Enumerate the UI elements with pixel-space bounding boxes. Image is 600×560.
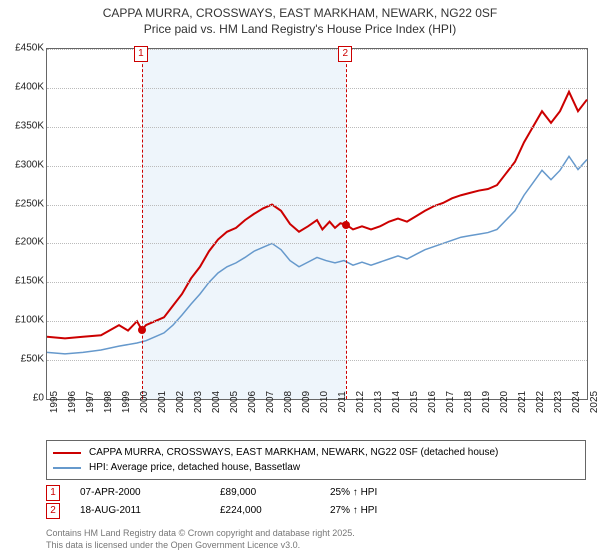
x-axis-tick-label: 2000 — [139, 391, 150, 413]
y-axis-tick-label: £300K — [4, 159, 44, 170]
gridline — [47, 166, 587, 167]
x-axis-tick-label: 2015 — [409, 391, 420, 413]
x-axis-tick-label: 2010 — [319, 391, 330, 413]
sale-row-price: £89,000 — [220, 484, 310, 502]
sales-table: 1 07-APR-2000 £89,000 25% ↑ HPI 2 18-AUG-2011… — [46, 484, 586, 520]
sale-row: 1 07-APR-2000 £89,000 25% ↑ HPI — [46, 484, 586, 502]
chart-title: CAPPA MURRA, CROSSWAYS, EAST MARKHAM, NE… — [0, 0, 600, 37]
x-axis-tick-label: 2009 — [301, 391, 312, 413]
x-axis-tick-label: 1996 — [67, 391, 78, 413]
gridline — [47, 88, 587, 89]
gridline — [47, 282, 587, 283]
legend-box: CAPPA MURRA, CROSSWAYS, EAST MARKHAM, NE… — [46, 440, 586, 480]
x-axis-tick-label: 2025 — [589, 391, 600, 413]
gridline — [47, 205, 587, 206]
title-line-2: Price paid vs. HM Land Registry's House … — [0, 22, 600, 38]
legend-row-price-paid: CAPPA MURRA, CROSSWAYS, EAST MARKHAM, NE… — [53, 445, 579, 460]
y-axis-tick-label: £200K — [4, 237, 44, 248]
x-axis-tick-label: 2006 — [247, 391, 258, 413]
x-axis-tick-label: 1998 — [103, 391, 114, 413]
sale-marker-box: 2 — [338, 46, 352, 62]
title-line-1: CAPPA MURRA, CROSSWAYS, EAST MARKHAM, NE… — [0, 6, 600, 22]
legend-swatch-hpi — [53, 467, 81, 469]
x-axis-tick-label: 2021 — [517, 391, 528, 413]
credits: Contains HM Land Registry data © Crown c… — [46, 528, 355, 551]
x-axis-tick-label: 2019 — [481, 391, 492, 413]
x-axis-tick-label: 2020 — [499, 391, 510, 413]
legend-swatch-price-paid — [53, 452, 81, 454]
y-axis-tick-label: £100K — [4, 315, 44, 326]
gridline — [47, 49, 587, 50]
x-axis-tick-label: 2005 — [229, 391, 240, 413]
x-axis-tick-label: 1995 — [49, 391, 60, 413]
legend-label-price-paid: CAPPA MURRA, CROSSWAYS, EAST MARKHAM, NE… — [89, 445, 498, 460]
x-axis-tick-label: 2014 — [391, 391, 402, 413]
y-axis-tick-label: £250K — [4, 198, 44, 209]
y-axis-tick-label: £450K — [4, 43, 44, 54]
sale-row: 2 18-AUG-2011 £224,000 27% ↑ HPI — [46, 502, 586, 520]
sale-row-price: £224,000 — [220, 502, 310, 520]
line-hpi — [47, 156, 587, 354]
x-axis-tick-label: 2004 — [211, 391, 222, 413]
y-axis-tick-label: £400K — [4, 81, 44, 92]
x-axis-tick-label: 2013 — [373, 391, 384, 413]
y-axis-tick-label: £50K — [4, 354, 44, 365]
chart-svg — [47, 49, 587, 399]
sale-row-marker: 1 — [46, 485, 60, 501]
x-axis-tick-label: 2002 — [175, 391, 186, 413]
x-axis-tick-label: 2016 — [427, 391, 438, 413]
x-axis-tick-label: 2017 — [445, 391, 456, 413]
sale-row-date: 07-APR-2000 — [80, 484, 200, 502]
sale-row-pct-vs-hpi: 25% ↑ HPI — [330, 484, 450, 502]
y-axis-tick-label: £350K — [4, 120, 44, 131]
sale-marker-dot — [138, 326, 146, 334]
sale-row-marker: 2 — [46, 503, 60, 519]
x-axis-tick-label: 1997 — [85, 391, 96, 413]
chart-plot-area — [46, 48, 588, 400]
gridline — [47, 321, 587, 322]
gridline — [47, 243, 587, 244]
y-axis-tick-label: £0 — [4, 393, 44, 404]
x-axis-tick-label: 2023 — [553, 391, 564, 413]
gridline — [47, 360, 587, 361]
gridline — [47, 127, 587, 128]
x-axis-tick-label: 2008 — [283, 391, 294, 413]
sale-marker-box: 1 — [134, 46, 148, 62]
x-axis-tick-label: 2003 — [193, 391, 204, 413]
x-axis-tick-label: 2001 — [157, 391, 168, 413]
x-axis-tick-label: 2024 — [571, 391, 582, 413]
sale-marker-dot — [342, 221, 350, 229]
sale-row-pct-vs-hpi: 27% ↑ HPI — [330, 502, 450, 520]
legend-row-hpi: HPI: Average price, detached house, Bass… — [53, 460, 579, 475]
x-axis-tick-label: 2022 — [535, 391, 546, 413]
x-axis-tick-label: 2007 — [265, 391, 276, 413]
credits-line-2: This data is licensed under the Open Gov… — [46, 540, 355, 552]
y-axis-tick-label: £150K — [4, 276, 44, 287]
x-axis-tick-label: 2018 — [463, 391, 474, 413]
x-axis-tick-label: 2011 — [337, 391, 348, 413]
sale-marker-line — [142, 49, 143, 399]
sale-row-date: 18-AUG-2011 — [80, 502, 200, 520]
credits-line-1: Contains HM Land Registry data © Crown c… — [46, 528, 355, 540]
legend-label-hpi: HPI: Average price, detached house, Bass… — [89, 460, 300, 475]
x-axis-tick-label: 1999 — [121, 391, 132, 413]
x-axis-tick-label: 2012 — [355, 391, 366, 413]
line-price-paid — [47, 92, 587, 339]
